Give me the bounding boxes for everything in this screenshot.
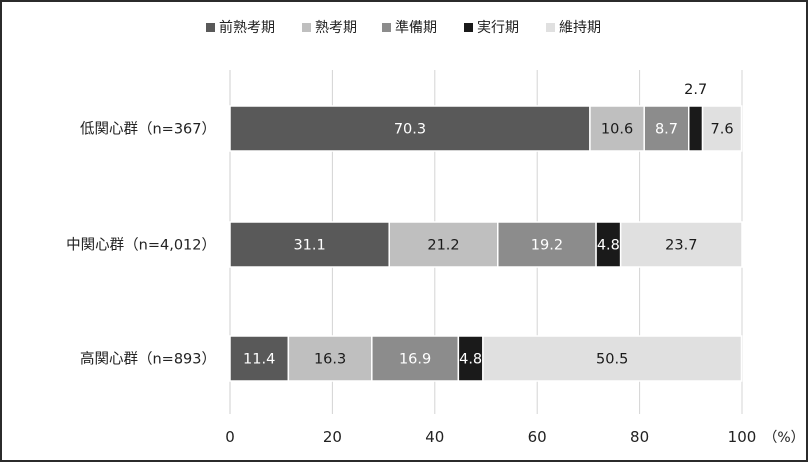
category-labels: 低関心群（n=367） 中関心群（n=4,012） 高関心群（n=893） bbox=[66, 121, 216, 368]
bar-segment bbox=[595, 221, 622, 268]
legend-swatch bbox=[546, 23, 555, 32]
legend-item: 前熟考期 bbox=[206, 19, 275, 36]
x-axis-ticks: 0 20 40 60 80 100 （%） bbox=[225, 428, 804, 446]
category-label: 高関心群（n=893） bbox=[80, 351, 216, 368]
data-label: 4.8 bbox=[459, 352, 482, 368]
legend-item: 維持期 bbox=[546, 20, 601, 36]
bar-segment bbox=[229, 105, 591, 152]
x-axis-unit: （%） bbox=[763, 430, 804, 446]
legend-item: 熟考期 bbox=[302, 20, 357, 36]
bar-segment bbox=[229, 335, 290, 382]
bar-segment bbox=[643, 105, 690, 152]
bar-segment bbox=[619, 221, 743, 268]
data-label: 10.6 bbox=[601, 122, 633, 138]
bar-segment bbox=[371, 335, 460, 382]
data-label: 16.3 bbox=[314, 352, 346, 368]
bar-segment bbox=[388, 221, 499, 268]
x-tick-label: 100 bbox=[728, 428, 757, 446]
x-tick-label: 40 bbox=[425, 428, 444, 446]
legend-swatch bbox=[302, 23, 311, 32]
legend-item: 準備期 bbox=[382, 20, 437, 36]
data-label: 16.9 bbox=[399, 352, 431, 368]
bar-segment bbox=[701, 105, 743, 152]
x-tick-label: 20 bbox=[323, 428, 342, 446]
bar-segment bbox=[482, 335, 743, 382]
data-labels: 70.3 10.6 8.7 2.7 7.6 31.1 21.2 19.2 4.8 23.7 11.4… bbox=[243, 82, 734, 368]
data-label: 50.5 bbox=[596, 352, 628, 368]
legend-label: 前熟考期 bbox=[219, 19, 275, 36]
category-label: 低関心群（n=367） bbox=[80, 121, 216, 138]
category-label: 中関心群（n=4,012） bbox=[66, 237, 216, 254]
legend-swatch bbox=[382, 23, 391, 32]
data-label: 31.1 bbox=[293, 238, 325, 254]
bar-segment bbox=[497, 221, 597, 268]
data-label: 70.3 bbox=[394, 122, 426, 138]
data-label: 2.7 bbox=[684, 82, 707, 98]
bar-segment bbox=[688, 105, 704, 152]
bar-segment bbox=[589, 105, 645, 152]
bar-segment bbox=[229, 221, 390, 268]
legend-label: 熟考期 bbox=[315, 20, 357, 36]
x-tick-label: 80 bbox=[630, 428, 649, 446]
legend-item: 実行期 bbox=[464, 20, 519, 36]
data-label: 23.7 bbox=[665, 238, 697, 254]
x-tick-label: 60 bbox=[528, 428, 547, 446]
data-label: 7.6 bbox=[711, 122, 734, 138]
data-label: 19.2 bbox=[531, 238, 563, 254]
legend-label: 実行期 bbox=[477, 20, 519, 36]
data-label: 4.8 bbox=[597, 238, 620, 254]
data-label: 8.7 bbox=[655, 122, 678, 138]
x-tick-label: 0 bbox=[225, 428, 235, 446]
legend-label: 準備期 bbox=[395, 20, 437, 36]
legend-swatch bbox=[206, 23, 215, 32]
data-label: 21.2 bbox=[427, 238, 459, 254]
bar-segment bbox=[287, 335, 373, 382]
data-label: 11.4 bbox=[243, 352, 275, 368]
legend-swatch bbox=[464, 23, 473, 32]
legend-label: 維持期 bbox=[559, 20, 601, 36]
legend: 前熟考期 熟考期 準備期 実行期 維持期 bbox=[206, 19, 601, 36]
bars bbox=[229, 105, 743, 382]
